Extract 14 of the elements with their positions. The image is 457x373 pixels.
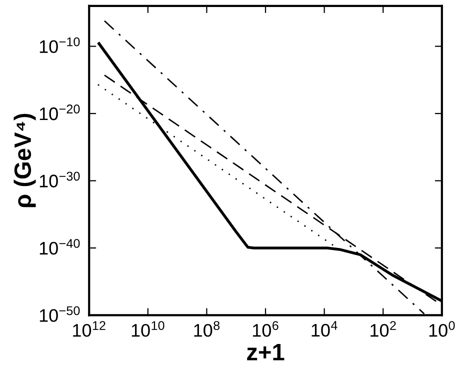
- x-tick-label: 10$^{12}$: [73, 321, 106, 337]
- x-tick-label: 10$^{2}$: [370, 321, 396, 337]
- x-tick-label: 10$^{10}$: [132, 321, 164, 337]
- x-tick-label: 10$^{6}$: [252, 321, 278, 337]
- x-tick-label: 10$^{4}$: [312, 321, 338, 337]
- y-tick-label: 10$^{−30}$: [40, 172, 80, 188]
- y-tick-label: 10$^{−40}$: [40, 238, 80, 255]
- y-axis-title: ρ (GeV⁴): [14, 114, 36, 208]
- x-tick-label: 10$^{0}$: [429, 321, 455, 337]
- x-tick-label: 10$^{8}$: [194, 321, 220, 337]
- y-tick-label: 10$^{−10}$: [40, 37, 80, 53]
- y-tick-label: 10$^{−50}$: [40, 306, 80, 322]
- x-axis-title: z+1: [247, 344, 284, 360]
- y-tick-label: 10$^{−20}$: [40, 104, 80, 120]
